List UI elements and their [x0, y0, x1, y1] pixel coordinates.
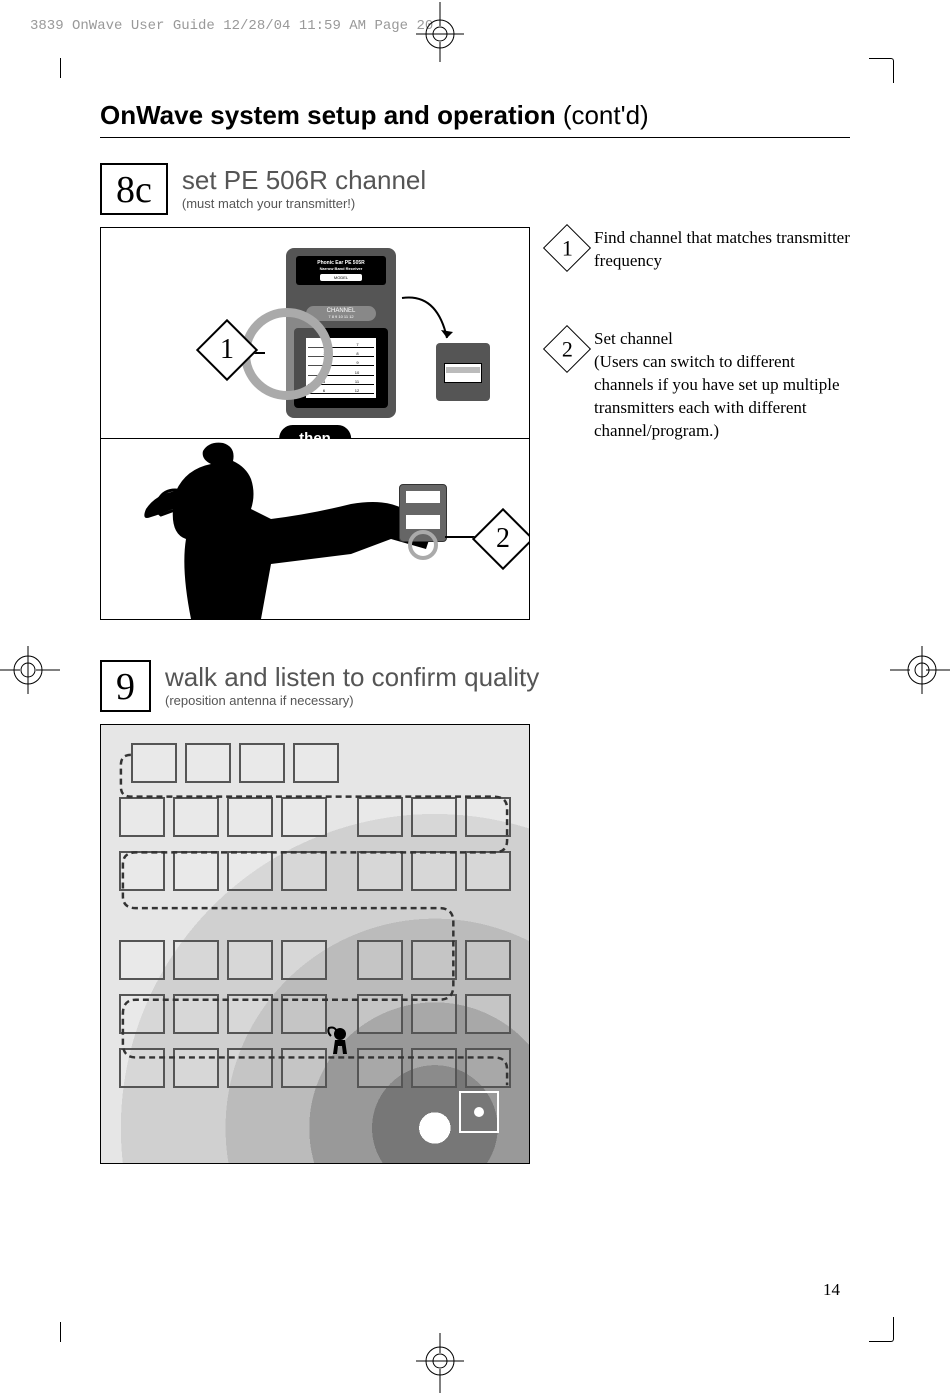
step-8c: 8c set PE 506R channel (must match your …	[100, 163, 850, 620]
desk	[185, 743, 231, 783]
desk	[357, 940, 403, 980]
desk	[173, 1048, 219, 1088]
section-title: OnWave system setup and operation (cont'…	[100, 100, 850, 138]
callout-2: 2 Set channel (Users can switch to diffe…	[550, 328, 850, 443]
desk	[357, 851, 403, 891]
section-title-main: OnWave system setup and operation	[100, 100, 556, 130]
callout-text-2: Set channel (Users can switch to differe…	[594, 328, 850, 443]
dial-ring-icon	[408, 530, 438, 560]
device-sub-label: Narrow Band Receiver	[300, 266, 382, 271]
transmitter-icon	[459, 1091, 499, 1133]
corner-mark-tr	[869, 58, 894, 83]
desk	[411, 797, 457, 837]
desk	[411, 940, 457, 980]
edge-mark-bl	[60, 1322, 61, 1342]
crop-mark-bottom	[410, 1333, 470, 1398]
desk	[227, 1048, 273, 1088]
desk	[465, 851, 511, 891]
print-header: 3839 OnWave User Guide 12/28/04 11:59 AM…	[30, 18, 433, 34]
desk	[281, 940, 327, 980]
desk	[411, 994, 457, 1034]
desk	[465, 1048, 511, 1088]
small-receiver	[436, 343, 490, 401]
desk	[293, 743, 339, 783]
desk	[119, 1048, 165, 1088]
desk	[227, 994, 273, 1034]
step-subtitle-8c: (must match your transmitter!)	[182, 196, 426, 211]
device-mhz-label: MODEL	[320, 274, 362, 281]
desk	[357, 797, 403, 837]
desk	[173, 940, 219, 980]
desk	[357, 1048, 403, 1088]
diagram-8c: Phonic Ear PE 505R Narrow Band Receiver …	[100, 227, 530, 620]
corner-mark-br	[869, 1317, 894, 1342]
crop-mark-right	[890, 640, 950, 705]
desk	[411, 851, 457, 891]
step-9: 9 walk and listen to confirm quality (re…	[100, 660, 850, 1164]
desk	[281, 851, 327, 891]
crop-mark-top	[410, 2, 470, 67]
desk	[411, 1048, 457, 1088]
section-title-contd: (cont'd)	[556, 100, 649, 130]
callout-diamond-2: 2	[543, 325, 591, 373]
hand-device	[399, 484, 447, 542]
desk	[173, 994, 219, 1034]
desk	[357, 994, 403, 1034]
step-number-8c: 8c	[100, 163, 168, 215]
desk	[119, 994, 165, 1034]
floor-plan-diagram	[100, 724, 530, 1164]
callout-text-1: Find channel that matches transmitter fr…	[594, 227, 850, 273]
desk	[173, 797, 219, 837]
desk	[465, 994, 511, 1034]
diamond-marker-2: 2	[481, 517, 525, 561]
desk	[239, 743, 285, 783]
desk	[119, 940, 165, 980]
desk	[119, 797, 165, 837]
desk	[281, 797, 327, 837]
person-marker-icon	[325, 1026, 355, 1067]
diamond-marker-1: 1	[205, 328, 249, 372]
desk	[465, 940, 511, 980]
step-subtitle-9: (reposition antenna if necessary)	[165, 693, 539, 708]
step-title-9: walk and listen to confirm quality	[165, 662, 539, 693]
desk	[281, 994, 327, 1034]
desk	[227, 851, 273, 891]
callout-1: 1 Find channel that matches transmitter …	[550, 227, 850, 273]
edge-mark-tl	[60, 58, 61, 78]
page-number: 14	[823, 1280, 840, 1300]
callout-diamond-1: 1	[543, 224, 591, 272]
desk	[465, 797, 511, 837]
desk	[227, 940, 273, 980]
step-title-8c: set PE 506R channel	[182, 165, 426, 196]
desk	[281, 1048, 327, 1088]
desk	[119, 851, 165, 891]
step-number-9: 9	[100, 660, 151, 712]
desk	[131, 743, 177, 783]
desk	[173, 851, 219, 891]
desk	[227, 797, 273, 837]
crop-mark-left	[0, 640, 60, 705]
